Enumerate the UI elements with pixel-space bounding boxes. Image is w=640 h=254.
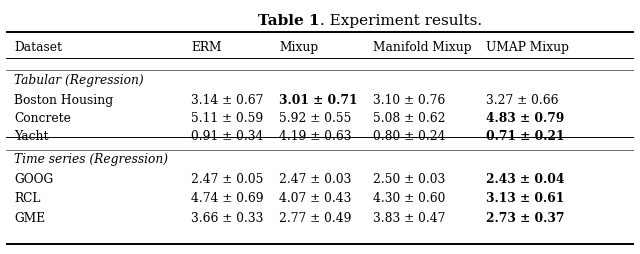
Text: Mixup: Mixup (279, 41, 318, 54)
Text: Tabular (Regression): Tabular (Regression) (14, 73, 143, 86)
Text: 5.08 ± 0.62: 5.08 ± 0.62 (373, 111, 446, 124)
Text: Boston Housing: Boston Housing (14, 93, 113, 106)
Text: 4.07 ± 0.43: 4.07 ± 0.43 (279, 191, 351, 204)
Text: 0.80 ± 0.24: 0.80 ± 0.24 (373, 129, 446, 142)
Text: Time series (Regression): Time series (Regression) (14, 152, 168, 165)
Text: . Experiment results.: . Experiment results. (320, 14, 482, 28)
Text: 3.27 ± 0.66: 3.27 ± 0.66 (486, 93, 559, 106)
Text: 2.43 ± 0.04: 2.43 ± 0.04 (486, 172, 564, 185)
Text: UMAP Mixup: UMAP Mixup (486, 41, 569, 54)
Text: GOOG: GOOG (14, 172, 53, 185)
Text: 2.73 ± 0.37: 2.73 ± 0.37 (486, 211, 564, 224)
Text: 4.19 ± 0.63: 4.19 ± 0.63 (279, 129, 352, 142)
Text: Dataset: Dataset (14, 41, 62, 54)
Text: 5.92 ± 0.55: 5.92 ± 0.55 (279, 111, 351, 124)
Text: 2.77 ± 0.49: 2.77 ± 0.49 (279, 211, 352, 224)
Text: 4.83 ± 0.79: 4.83 ± 0.79 (486, 111, 564, 124)
Text: 4.74 ± 0.69: 4.74 ± 0.69 (191, 191, 264, 204)
Text: 3.83 ± 0.47: 3.83 ± 0.47 (373, 211, 445, 224)
Text: Yacht: Yacht (14, 129, 49, 142)
Text: Table 1: Table 1 (259, 14, 320, 28)
Text: 3.10 ± 0.76: 3.10 ± 0.76 (373, 93, 445, 106)
Text: 4.30 ± 0.60: 4.30 ± 0.60 (373, 191, 445, 204)
Text: 3.13 ± 0.61: 3.13 ± 0.61 (486, 191, 564, 204)
Text: 0.91 ± 0.34: 0.91 ± 0.34 (191, 129, 264, 142)
Text: 2.47 ± 0.05: 2.47 ± 0.05 (191, 172, 264, 185)
Text: RCL: RCL (14, 191, 40, 204)
Text: 3.66 ± 0.33: 3.66 ± 0.33 (191, 211, 264, 224)
Text: 2.47 ± 0.03: 2.47 ± 0.03 (279, 172, 351, 185)
Text: 2.50 ± 0.03: 2.50 ± 0.03 (373, 172, 445, 185)
Text: 3.14 ± 0.67: 3.14 ± 0.67 (191, 93, 264, 106)
Text: GME: GME (14, 211, 45, 224)
Text: 3.01 ± 0.71: 3.01 ± 0.71 (279, 93, 358, 106)
Text: ERM: ERM (191, 41, 222, 54)
Text: Manifold Mixup: Manifold Mixup (373, 41, 472, 54)
Text: 5.11 ± 0.59: 5.11 ± 0.59 (191, 111, 264, 124)
Text: Concrete: Concrete (14, 111, 71, 124)
Text: 0.71 ± 0.21: 0.71 ± 0.21 (486, 129, 564, 142)
